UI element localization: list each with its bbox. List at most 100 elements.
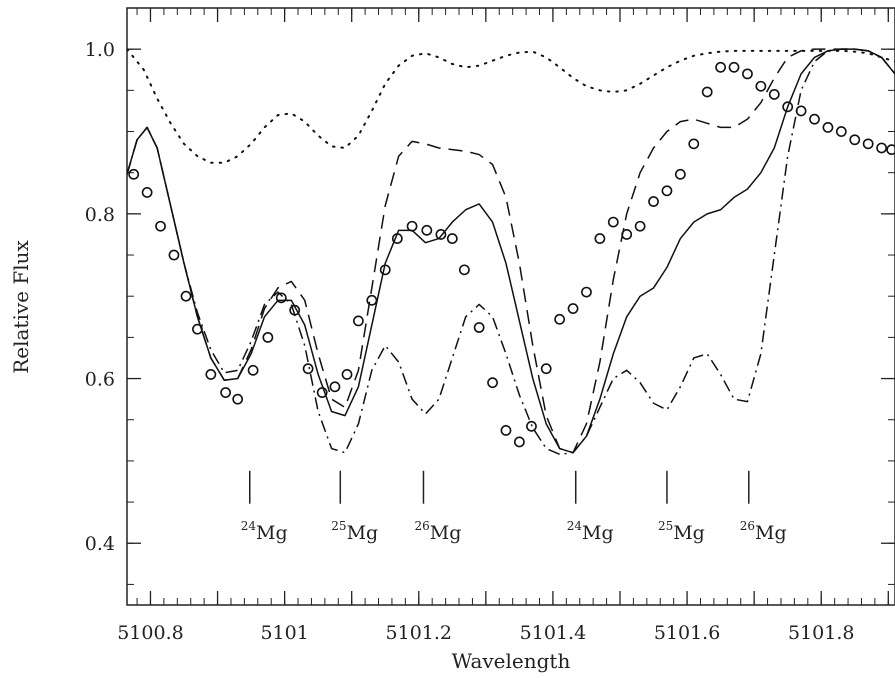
data-point-marker (155, 220, 166, 232)
data-point-marker (607, 216, 619, 228)
isotope-annotation: 24Mg (241, 470, 288, 544)
isotope-element: Mg (256, 522, 288, 544)
data-point-marker (446, 233, 458, 244)
data-point-marker (768, 89, 780, 100)
data-point-marker (728, 61, 740, 73)
data-point-marker (391, 233, 403, 244)
isotope-element: Mg (582, 522, 614, 544)
plot-frame (126, 7, 895, 606)
isotope-annotation: 25Mg (658, 470, 705, 544)
isotope-annotation: 26Mg (740, 470, 787, 544)
data-point-marker (674, 168, 686, 180)
data-point-marker (634, 220, 646, 232)
isotope-mass-number: 26 (740, 519, 755, 533)
isotope-label: 24Mg (241, 519, 288, 544)
data-point-marker (275, 292, 287, 304)
data-point-marker (715, 61, 727, 73)
isotope-mass-number: 24 (567, 519, 583, 533)
data-point-marker (329, 381, 341, 393)
isotope-annotation: 24Mg (567, 470, 614, 544)
data-point-marker (849, 134, 861, 146)
axis-ticks (127, 7, 895, 605)
data-point-marker (316, 387, 328, 398)
x-tick-label: 5100.8 (117, 622, 183, 644)
data-point-marker (366, 294, 378, 306)
data-point-marker (822, 122, 834, 133)
data-markers (128, 61, 895, 448)
isotope-mass-number: 26 (414, 519, 429, 533)
data-point-marker (289, 304, 301, 316)
data-point-marker (247, 364, 259, 376)
isotope-label: 26Mg (414, 519, 461, 544)
solid-series-line (127, 48, 895, 454)
tick-labels: 5100.8 5101 5101.2 5101.4 5101.6 5101.8 0.4 0.6… (85, 39, 855, 644)
isotope-mass-number: 24 (241, 519, 257, 533)
data-point-marker (661, 185, 673, 197)
data-point-marker (742, 68, 753, 80)
data-point-marker (554, 313, 566, 325)
isotope-label: 24Mg (567, 519, 614, 544)
isotope-element: Mg (673, 522, 705, 544)
data-point-marker (795, 105, 807, 117)
x-tick-label: 5101.4 (520, 622, 586, 644)
isotope-mass-number: 25 (331, 519, 346, 533)
data-point-marker (168, 249, 180, 261)
x-tick-label: 5101.2 (386, 622, 452, 644)
data-point-marker (594, 233, 606, 244)
data-point-marker (540, 363, 552, 375)
data-point-marker (835, 126, 847, 137)
isotope-label: 25Mg (658, 519, 705, 544)
data-point-marker (302, 363, 314, 375)
data-point-marker (180, 290, 192, 302)
x-tick-label: 5101.6 (654, 622, 720, 644)
data-point-marker (421, 224, 433, 236)
y-axis-label: Relative Flux (9, 239, 33, 373)
data-point-marker (232, 393, 244, 405)
data-point-marker (473, 322, 485, 333)
data-point-marker (205, 369, 217, 380)
data-point-marker (353, 315, 364, 327)
data-point-marker (862, 138, 874, 150)
x-tick-label: 5101.8 (788, 622, 854, 644)
data-point-marker (341, 369, 353, 380)
data-point-marker (688, 138, 700, 150)
data-point-marker (128, 168, 140, 180)
series-layer (127, 48, 895, 456)
data-point-marker (220, 387, 231, 398)
data-point-marker (648, 196, 659, 207)
y-tick-label: 1.0 (85, 39, 115, 61)
data-point-marker (876, 142, 887, 154)
data-point-marker (192, 323, 203, 335)
isotope-annotations: 24Mg 25Mg 26Mg 24Mg 25Mg 26Mg (241, 470, 787, 544)
data-point-marker (581, 286, 592, 298)
y-tick-label: 0.4 (85, 533, 115, 555)
isotope-mass-number: 25 (658, 519, 673, 533)
dashed-series-line (127, 48, 895, 454)
data-point-marker (487, 377, 498, 389)
dashdot-series-line (127, 48, 895, 456)
isotope-annotation: 25Mg (331, 470, 379, 544)
data-point-marker (782, 101, 794, 113)
data-point-marker (500, 425, 512, 436)
data-point-marker (621, 229, 633, 240)
data-point-marker (701, 86, 713, 98)
isotope-label: 26Mg (740, 519, 787, 544)
y-tick-label: 0.6 (85, 369, 115, 391)
data-point-marker (526, 420, 537, 432)
dotted-series-line (127, 48, 895, 164)
data-point-marker (458, 264, 470, 276)
data-point-marker (435, 229, 447, 240)
data-point-marker (567, 303, 579, 314)
data-point-marker (262, 331, 274, 343)
isotope-element: Mg (430, 522, 462, 544)
x-axis-label: Wavelength (452, 649, 571, 673)
y-tick-label: 0.8 (85, 204, 115, 226)
x-tick-label: 5101 (260, 622, 308, 644)
isotope-element: Mg (755, 522, 787, 544)
data-point-marker (886, 144, 895, 156)
data-point-marker (755, 80, 767, 92)
isotope-element: Mg (347, 522, 379, 544)
data-point-marker (406, 220, 418, 232)
data-point-marker (513, 436, 525, 448)
